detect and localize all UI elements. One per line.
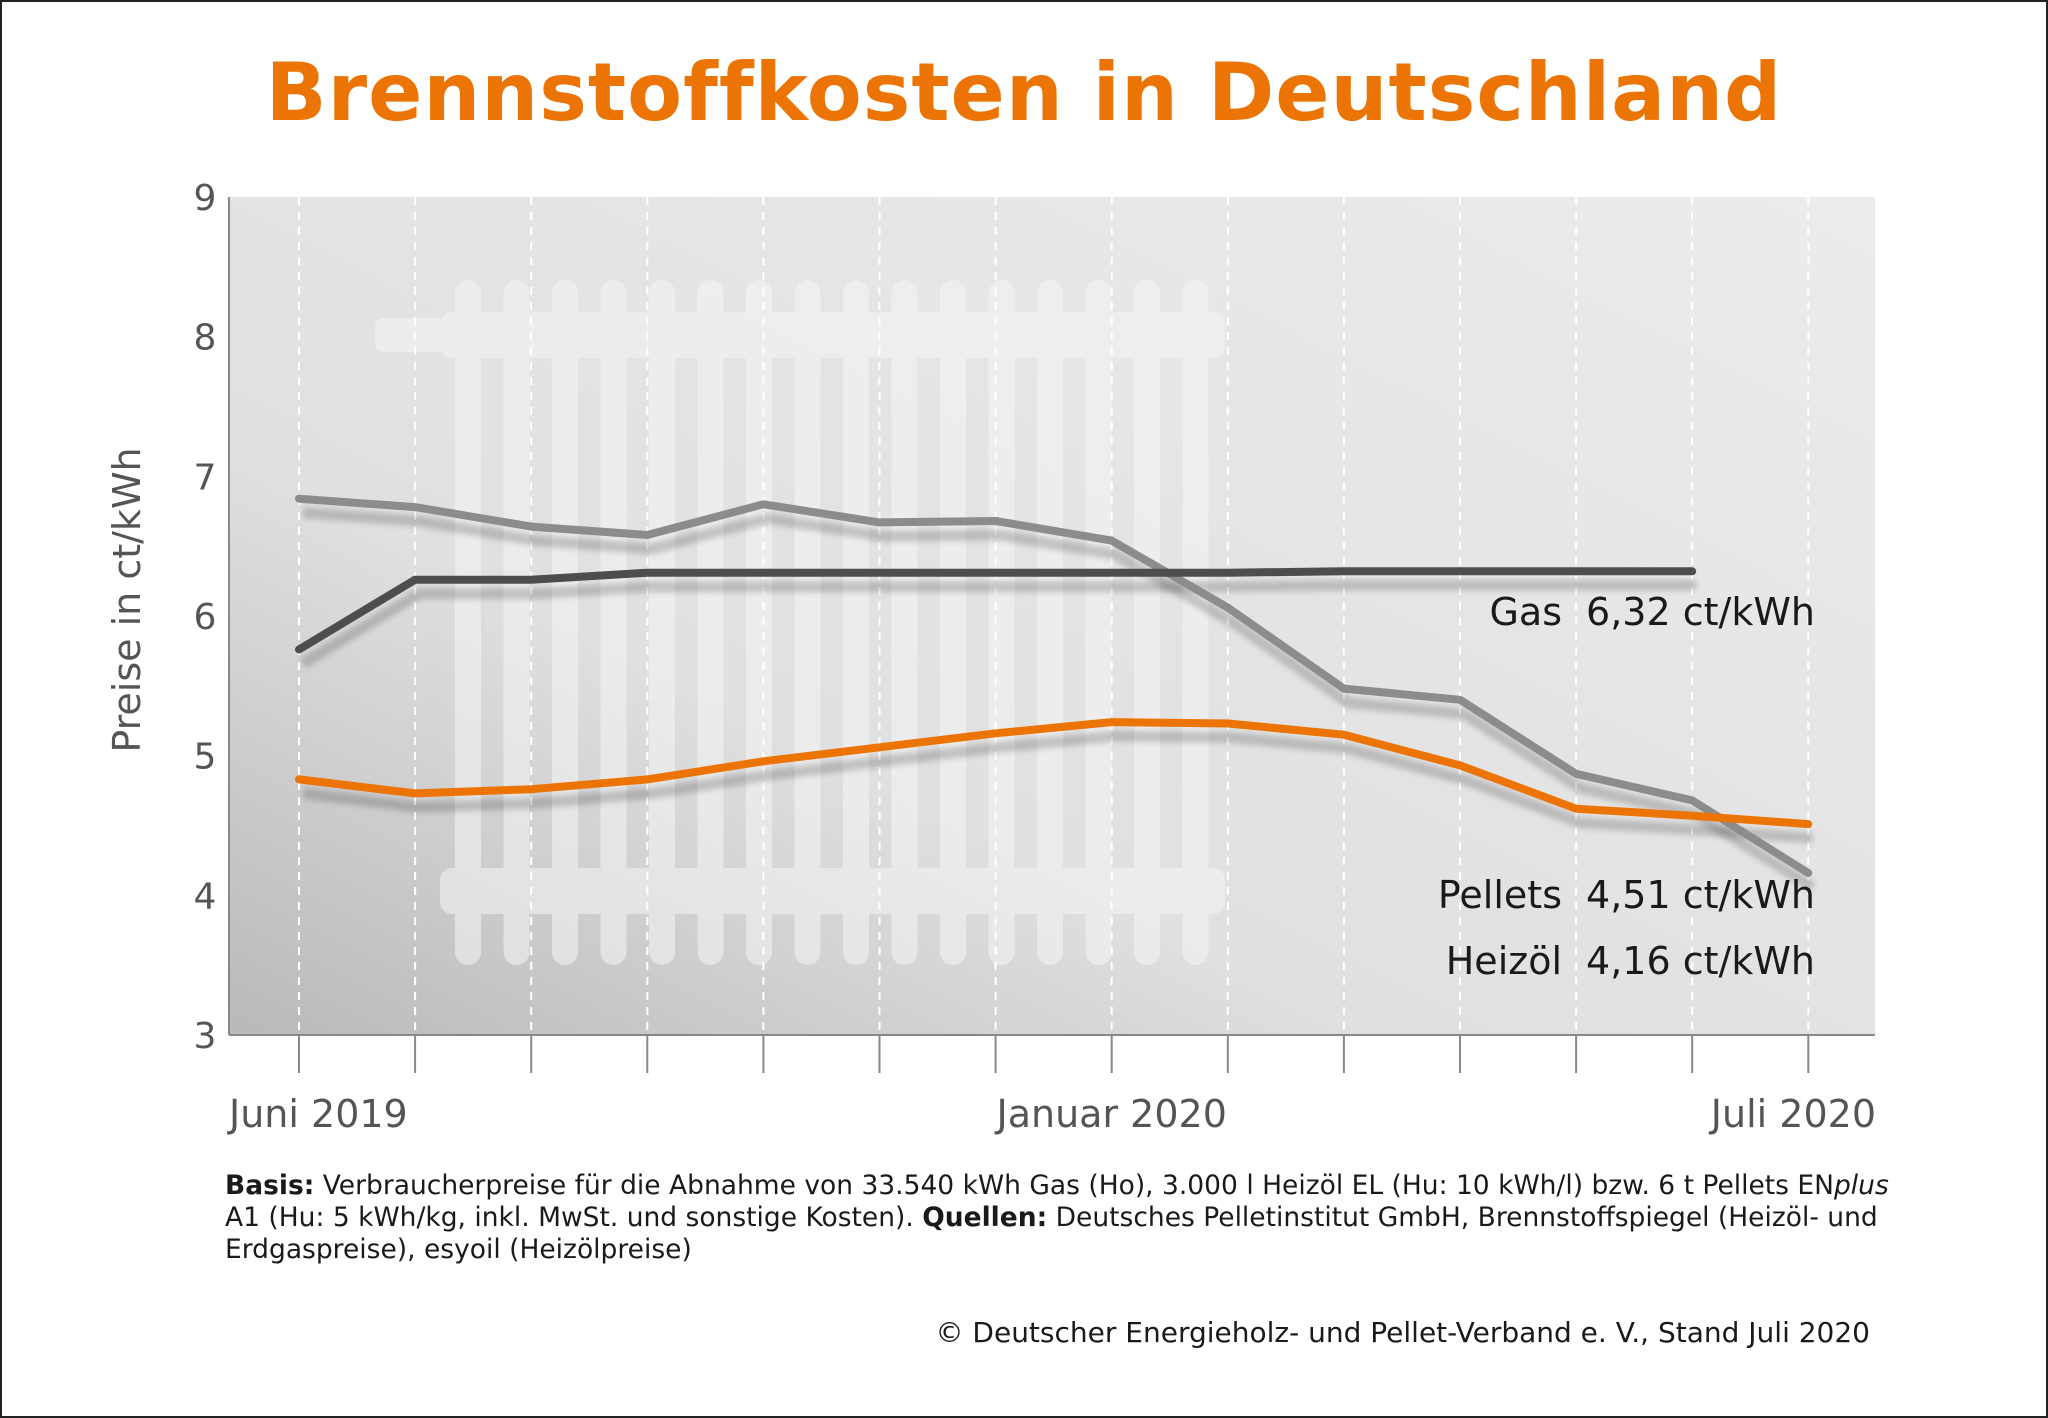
radiator-column	[1085, 280, 1112, 965]
series-line-heizl	[295, 494, 1813, 877]
radiator-column	[503, 280, 530, 965]
radiator-column	[891, 280, 918, 965]
y-tick-label: 9	[194, 178, 217, 219]
radiator-column	[1037, 280, 1063, 965]
radiator-column	[697, 280, 724, 965]
radiator-column	[552, 280, 578, 965]
radiator-column	[843, 280, 869, 965]
y-tick-label: 3	[194, 1016, 217, 1057]
series-shadow-heizl	[302, 507, 1816, 892]
x-tick-label: Juli 2020	[1709, 1092, 1876, 1136]
series-line-gas	[295, 567, 1697, 654]
radiator-column	[746, 280, 772, 965]
footnote-basis-text: Verbraucherpreise für die Abnahme von 33…	[314, 1170, 1834, 1201]
chart-series	[295, 494, 1813, 877]
y-tick-label: 8	[194, 318, 217, 359]
chart-grid	[298, 197, 1810, 1035]
x-tick-label: Juni 2019	[227, 1092, 408, 1136]
series-labels: Gas 6,32 ct/kWh Pellets 4,51 ct/kWh Heizöl 4,…	[1438, 590, 1815, 983]
annotation-value-pellets: 4,51 ct/kWh	[1586, 873, 1815, 917]
annotation-name-gas: Gas	[1489, 590, 1562, 634]
annotation-name-heizl: Heizöl	[1446, 939, 1562, 983]
annotation-name-pellets: Pellets	[1438, 873, 1562, 917]
annotation-value-gas: 6,32 ct/kWh	[1586, 590, 1815, 634]
radiator-column	[600, 280, 627, 965]
y-tick-label: 6	[194, 597, 217, 638]
footnote: Basis: Verbraucherpreise für die Abnahme…	[225, 1170, 1905, 1266]
series-line-pellets	[295, 718, 1813, 829]
footnote-sources-text: Deutsches Pelletinstitut GmbH, Brennstof…	[225, 1202, 1878, 1265]
copyright: © Deutscher Energieholz- und Pellet-Verb…	[935, 1316, 1871, 1349]
footnote-basis-label: Basis:	[225, 1170, 315, 1201]
radiator-column	[455, 280, 481, 965]
radiator-illustration	[375, 280, 1225, 965]
radiator-column	[649, 280, 675, 965]
y-tick-label: 5	[194, 737, 217, 778]
y-tick-label: 7	[194, 457, 217, 498]
radiator-column	[940, 280, 966, 965]
chart-axes: 3 4 5 6 7 8 9 Juni 2019 Januar 2020 Juli 2020	[194, 178, 1876, 1136]
x-tick-label: Januar 2020	[995, 1092, 1227, 1136]
y-tick-label: 4	[194, 876, 217, 917]
series-shadow-pellets	[302, 730, 1813, 844]
footnote-sources-label: Quellen:	[922, 1202, 1048, 1233]
footnote-basis-italic: plus	[1833, 1170, 1889, 1201]
radiator-column	[988, 280, 1015, 965]
chart-title: Brennstoffkosten in Deutschland	[265, 46, 1783, 139]
series-shadow-gas	[300, 579, 1697, 669]
footnote-basis-text-2: A1 (Hu: 5 kWh/kg, inkl. MwSt. und sonsti…	[225, 1202, 923, 1233]
radiator-column	[1134, 280, 1160, 965]
y-axis-label: Preise in ct/kWh	[105, 447, 149, 752]
radiator-column	[794, 280, 821, 965]
radiator-column	[1182, 280, 1209, 965]
series-shadows	[300, 507, 1816, 892]
annotation-value-heizl: 4,16 ct/kWh	[1586, 939, 1815, 983]
